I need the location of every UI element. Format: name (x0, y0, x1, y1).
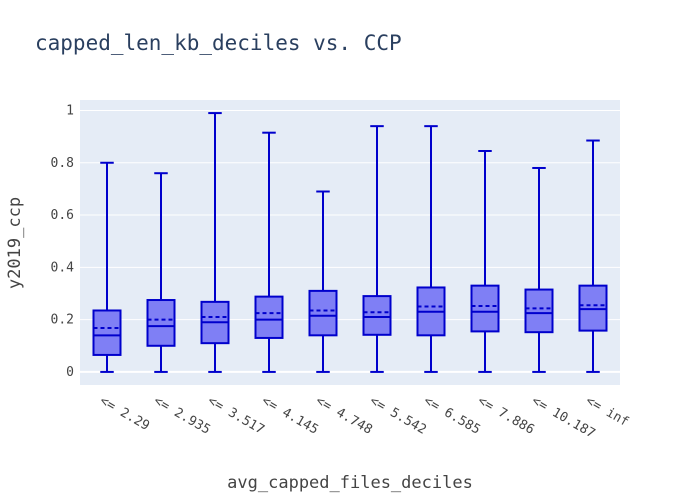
x-tick-label: <= 7.886 (475, 393, 537, 437)
box-8 (470, 149, 500, 373)
x-tick-label: <= 4.748 (313, 393, 375, 437)
x-axis-title: avg_capped_files_deciles (227, 473, 473, 493)
x-tick-label: <= 2.29 (97, 393, 152, 433)
iqr-box (578, 284, 608, 332)
box-6 (362, 125, 392, 373)
iqr-box (146, 299, 176, 347)
iqr-box (470, 284, 500, 333)
x-tick-label: <= 3.517 (205, 393, 267, 437)
iqr-box (308, 289, 338, 337)
box-10 (578, 139, 608, 373)
iqr-box (92, 309, 122, 356)
box-4 (254, 131, 284, 373)
iqr-box (362, 295, 392, 336)
y-tick-label: 1 (66, 103, 74, 118)
box-5 (308, 190, 338, 373)
boxes-layer (92, 112, 608, 373)
y-tick-label: 0 (66, 365, 74, 380)
box-3 (200, 112, 230, 373)
box-1 (92, 161, 122, 373)
y-tick-label: 0.4 (51, 260, 75, 275)
iqr-box (254, 295, 284, 339)
x-tick-label: <= 5.542 (367, 393, 429, 437)
x-tick-labels: <= 2.29 <= 2.935<= 3.517<= 4.145<= 4.748<… (97, 393, 631, 441)
x-tick-label: <= 2.935 (151, 393, 213, 437)
x-tick-label: <= 4.145 (259, 393, 321, 437)
iqr-box (524, 288, 554, 334)
box-7 (416, 125, 446, 373)
box-2 (146, 172, 176, 373)
y-tick-label: 0.8 (51, 156, 74, 171)
y-tick-label: 0.6 (51, 208, 74, 223)
box-9 (524, 166, 554, 373)
y-tick-label: 0.2 (51, 313, 74, 328)
chart-title: capped_len_kb_deciles vs. CCP (35, 31, 402, 55)
y-tick-labels: 0 0.2 0.4 0.6 0.8 1 (51, 103, 75, 379)
y-axis-title: y2019_ccp (5, 197, 25, 289)
x-tick-label: <= 6.585 (421, 393, 483, 437)
